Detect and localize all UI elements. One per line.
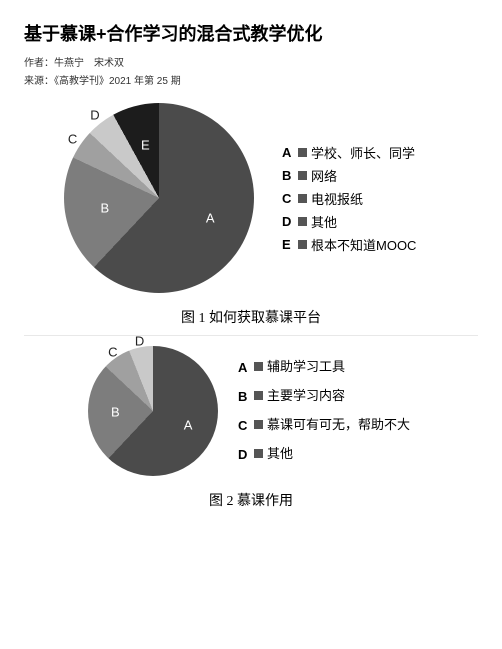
figure-1: ABCDE A学校、师长、同学B网络C电视报纸D其他E根本不知道MOOC 图 1… [24,103,478,327]
legend-marker [254,449,263,458]
legend-row-c: C 电视报纸 [282,189,416,208]
legend-key: D [282,214,296,229]
pie-chart-2: ABCD [88,346,218,476]
legend-key: E [282,237,296,252]
slice-label-d: D [135,333,144,348]
source-line: 来源：《高教学刊》2021 年第 25 期 [24,72,478,87]
slice-label-c: C [108,344,117,359]
legend-text: 电视报纸 [311,189,363,208]
slice-label-b: B [111,405,120,420]
legend-row-a: A 辅助学习工具 [238,358,410,377]
legend-marker [298,171,307,180]
legend-text: 其他 [267,445,293,463]
legend-key: C [282,191,296,206]
legend-row-d: D 其他 [238,445,410,464]
legend-key: C [238,417,252,435]
legend-row-b: B 网络 [282,166,416,185]
legend-marker [254,391,263,400]
separator [24,335,478,336]
slice-label-e: E [141,137,150,152]
legend-marker [298,194,307,203]
legend-row-b: B 主要学习内容 [238,387,410,406]
legend-marker [298,217,307,226]
pie-chart-1: A B CD E [64,103,254,293]
slice-label-a: A [206,211,215,226]
slice-label-c: C [68,132,77,147]
legend-text: 辅助学习工具 [267,358,345,376]
legend-key: B [238,388,252,406]
legend-text: 慕课可有可无，帮助不大 [267,416,410,434]
legend-text: 根本不知道MOOC [311,235,416,254]
legend-text: 主要学习内容 [267,387,345,405]
legend-marker [254,362,263,371]
legend-text: 学校、师长、同学 [311,143,415,162]
legend-marker [298,240,307,249]
legend-text: 网络 [311,166,337,185]
slice-label-d: D [90,108,99,123]
caption-2: 图 2 慕课作用 [24,490,478,510]
legend-key: D [238,446,252,464]
legend-text: 其他 [311,212,337,231]
legend-marker [254,420,263,429]
legend-key: B [282,168,296,183]
legend-marker [298,148,307,157]
legend-2: A 辅助学习工具 B 主要学习内容 C 慕课可有可无，帮助不大 D 其他 [238,348,410,475]
author-line: 作者：牛燕宁 宋术双 [24,54,478,69]
caption-1: 图 1 如何获取慕课平台 [24,307,478,327]
slice-label-a: A [184,417,193,432]
figure-2: ABCD A辅助学习工具B主要学习内容C慕课可有可无，帮助不大D其他 图 2 慕… [24,346,478,510]
legend-1: A 学校、师长、同学 B 网络 C 电视报纸 D 其他 E 根本不知道MOOC [282,139,416,258]
slice-label-b: B [101,201,110,216]
legend-row-d: D 其他 [282,212,416,231]
legend-row-e: E 根本不知道MOOC [282,235,416,254]
legend-key: A [238,359,252,377]
legend-row-c: C 慕课可有可无，帮助不大 [238,416,410,435]
legend-key: A [282,145,296,160]
page-title: 基于慕课+合作学习的混合式教学优化 [24,20,478,46]
legend-row-a: A 学校、师长、同学 [282,143,416,162]
